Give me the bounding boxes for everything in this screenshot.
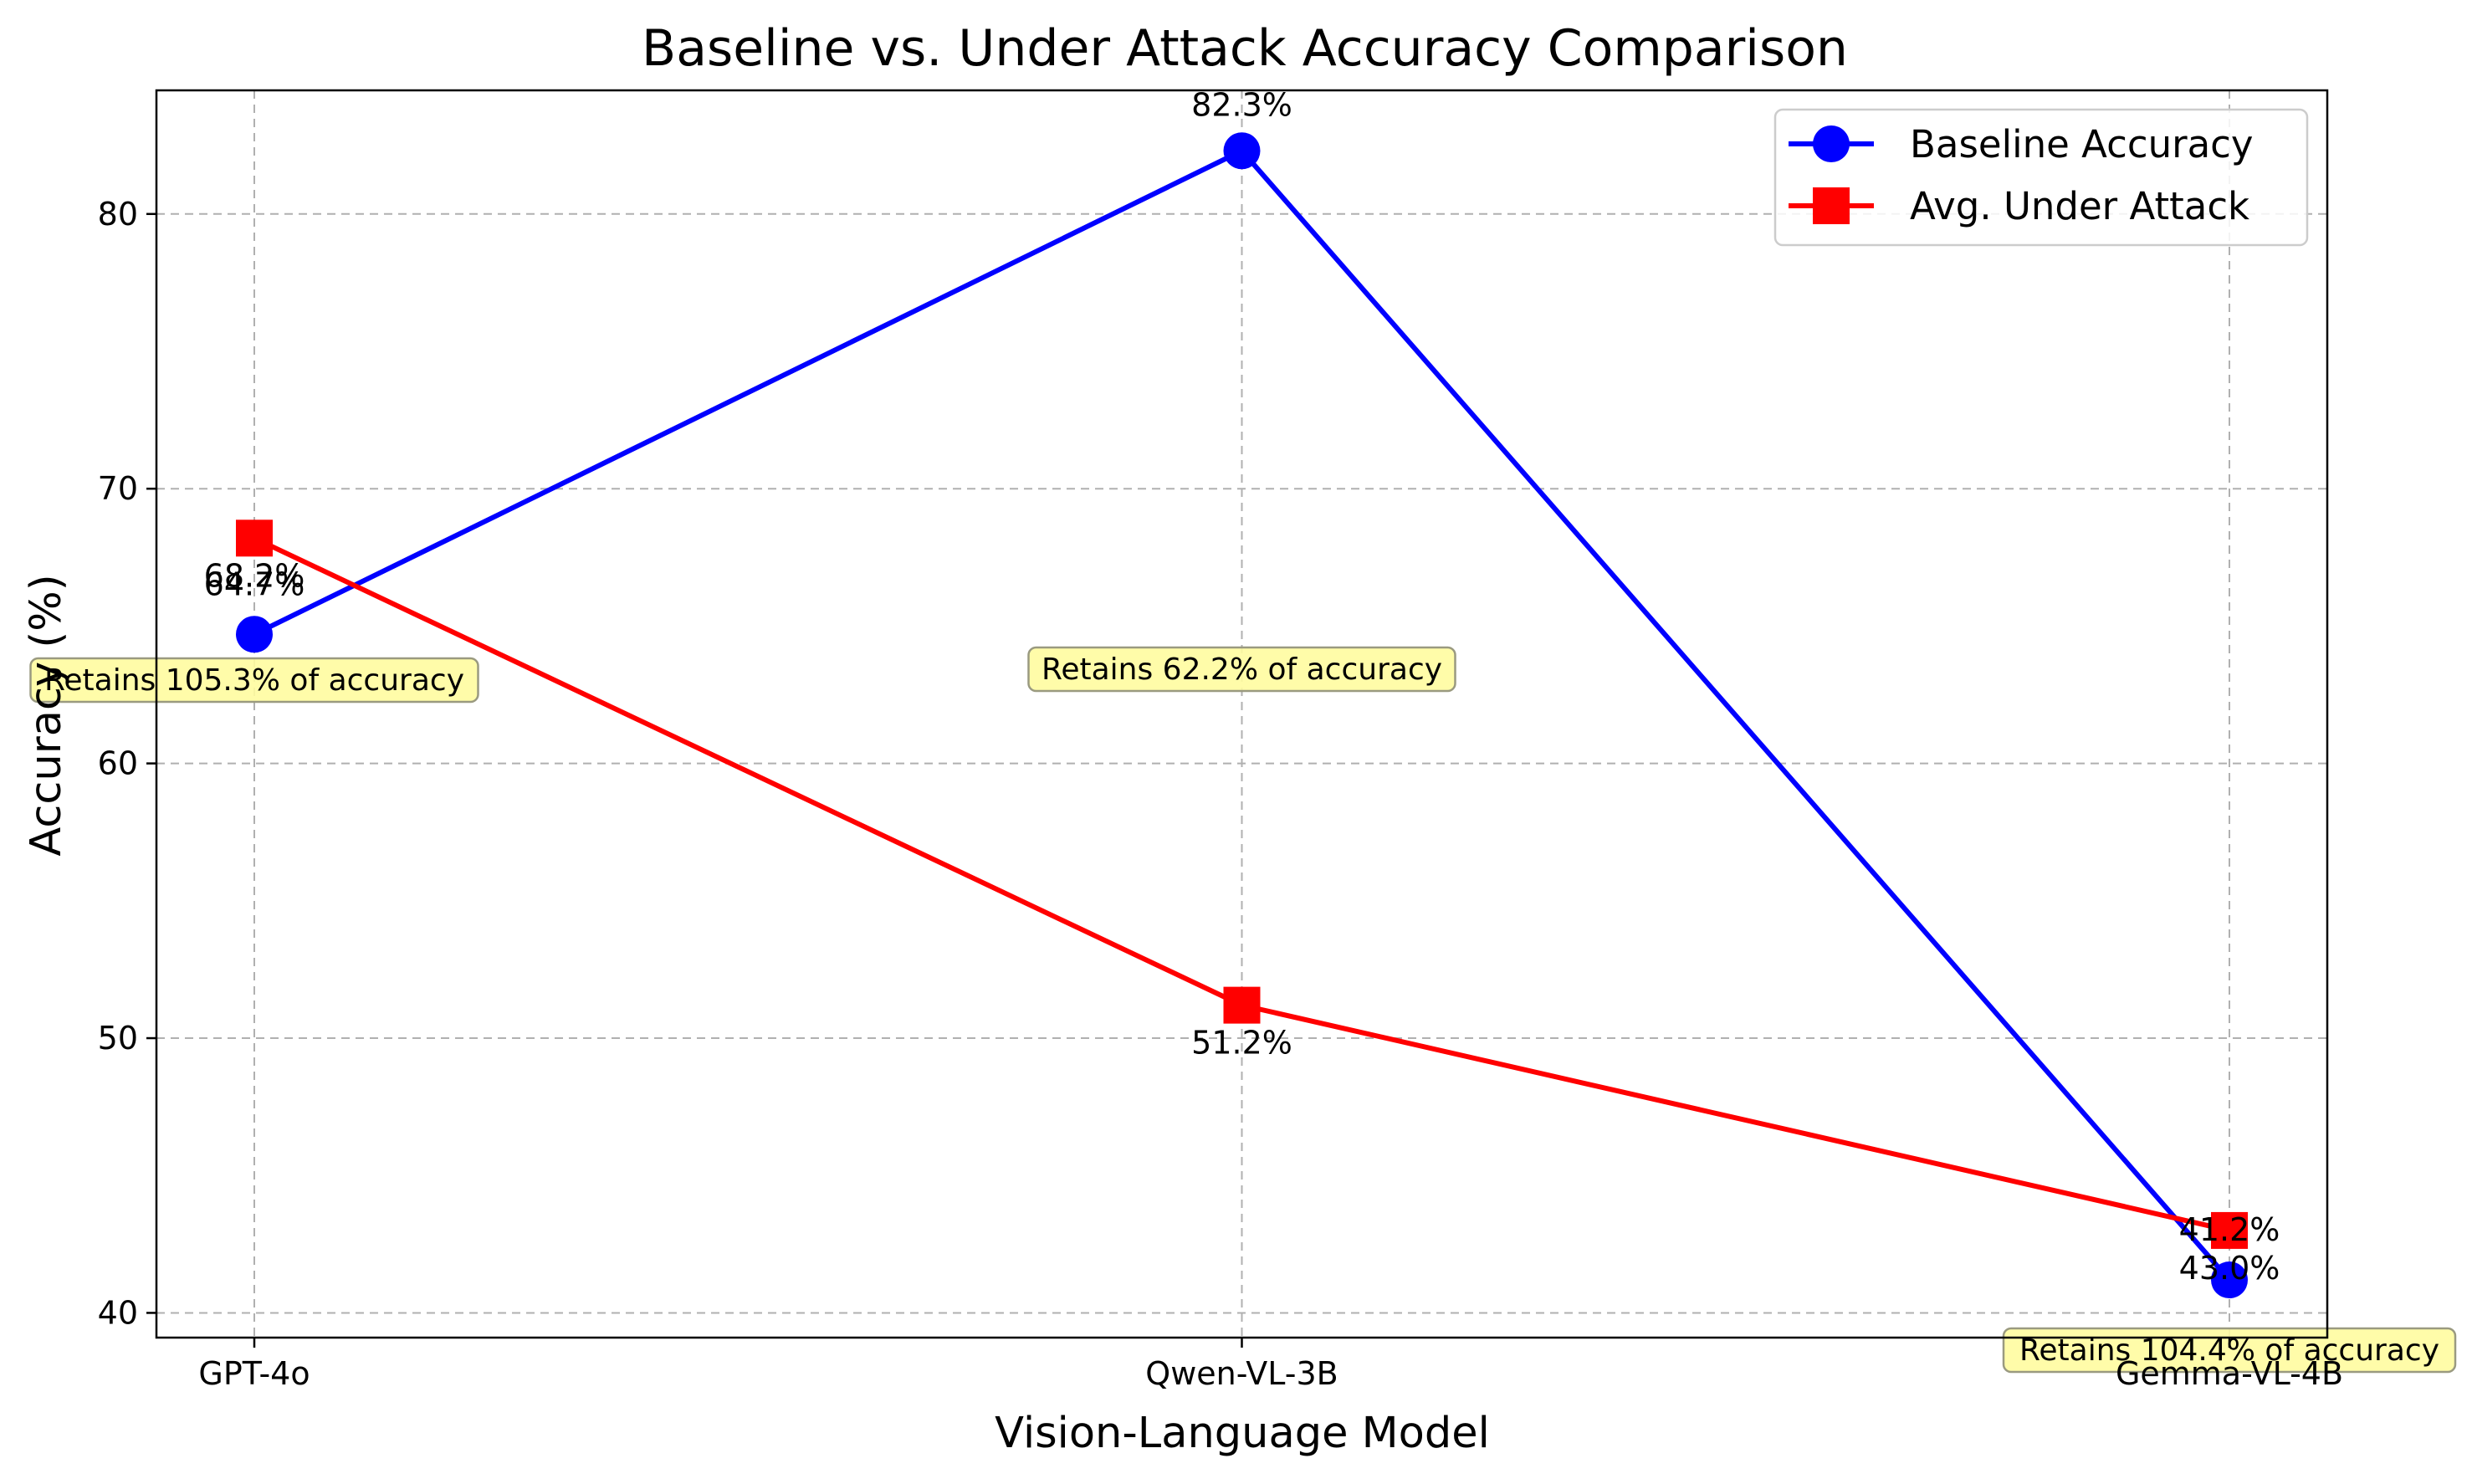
y-tick-label: 60: [98, 745, 138, 782]
legend-label: Baseline Accuracy: [1910, 122, 2254, 166]
annotations: Retains 105.3% of accuracy Retains 62.2% …: [29, 646, 2457, 1374]
data-point: [1223, 132, 1261, 170]
axes: 40 50 60 70 80 GPT-4o Qwen-VL-3B Gemma-VL-4B: [98, 196, 2343, 1392]
x-tick-label: Gemma-VL-4B: [2116, 1355, 2343, 1392]
data-labels: 64.7% 82.3% 41.2% 68.2% 51.2% 43.0%: [204, 86, 2280, 1287]
data-label: 51.2%: [1191, 1025, 1292, 1062]
data-point: [236, 519, 273, 557]
grid-lines: [156, 90, 2327, 1338]
data-label: 82.3%: [1191, 86, 1292, 123]
y-tick-label: 70: [98, 470, 138, 507]
y-tick-label: 80: [98, 196, 138, 233]
y-tick-label: 50: [98, 1020, 138, 1057]
legend-box: [1773, 108, 2309, 247]
legend-marker: [1813, 125, 1850, 162]
annotation-text: Retains 62.2% of accuracy: [1042, 652, 1442, 687]
legend: Baseline Accuracy Avg. Under Attack: [1773, 108, 2309, 247]
data-label: 41.2%: [2179, 1211, 2280, 1248]
data-label: 43.0%: [2179, 1250, 2280, 1287]
y-tick-label: 40: [98, 1294, 138, 1331]
y-axis-label: Accuracy (%): [22, 574, 71, 856]
series-markers: [236, 132, 2248, 1299]
data-point: [2211, 1261, 2248, 1299]
data-point: [2211, 1211, 2248, 1249]
annotation-text: Retains 105.3% of accuracy: [44, 663, 464, 698]
x-tick-label: Qwen-VL-3B: [1145, 1355, 1338, 1392]
data-point: [1223, 986, 1261, 1024]
x-axis-label: Vision-Language Model: [995, 1409, 1490, 1458]
legend-label: Avg. Under Attack: [1910, 184, 2249, 228]
annotation-box: [1027, 646, 1456, 693]
legend-marker: [1813, 187, 1850, 224]
x-tick-label: GPT-4o: [198, 1355, 310, 1392]
chart-title: Baseline vs. Under Attack Accuracy Compa…: [642, 19, 1848, 78]
data-label: 64.7%: [204, 565, 305, 602]
data-label: 68.2%: [204, 557, 305, 594]
data-point: [236, 616, 273, 653]
annotation-box: [2002, 1327, 2457, 1374]
annotation-box: [29, 657, 479, 704]
